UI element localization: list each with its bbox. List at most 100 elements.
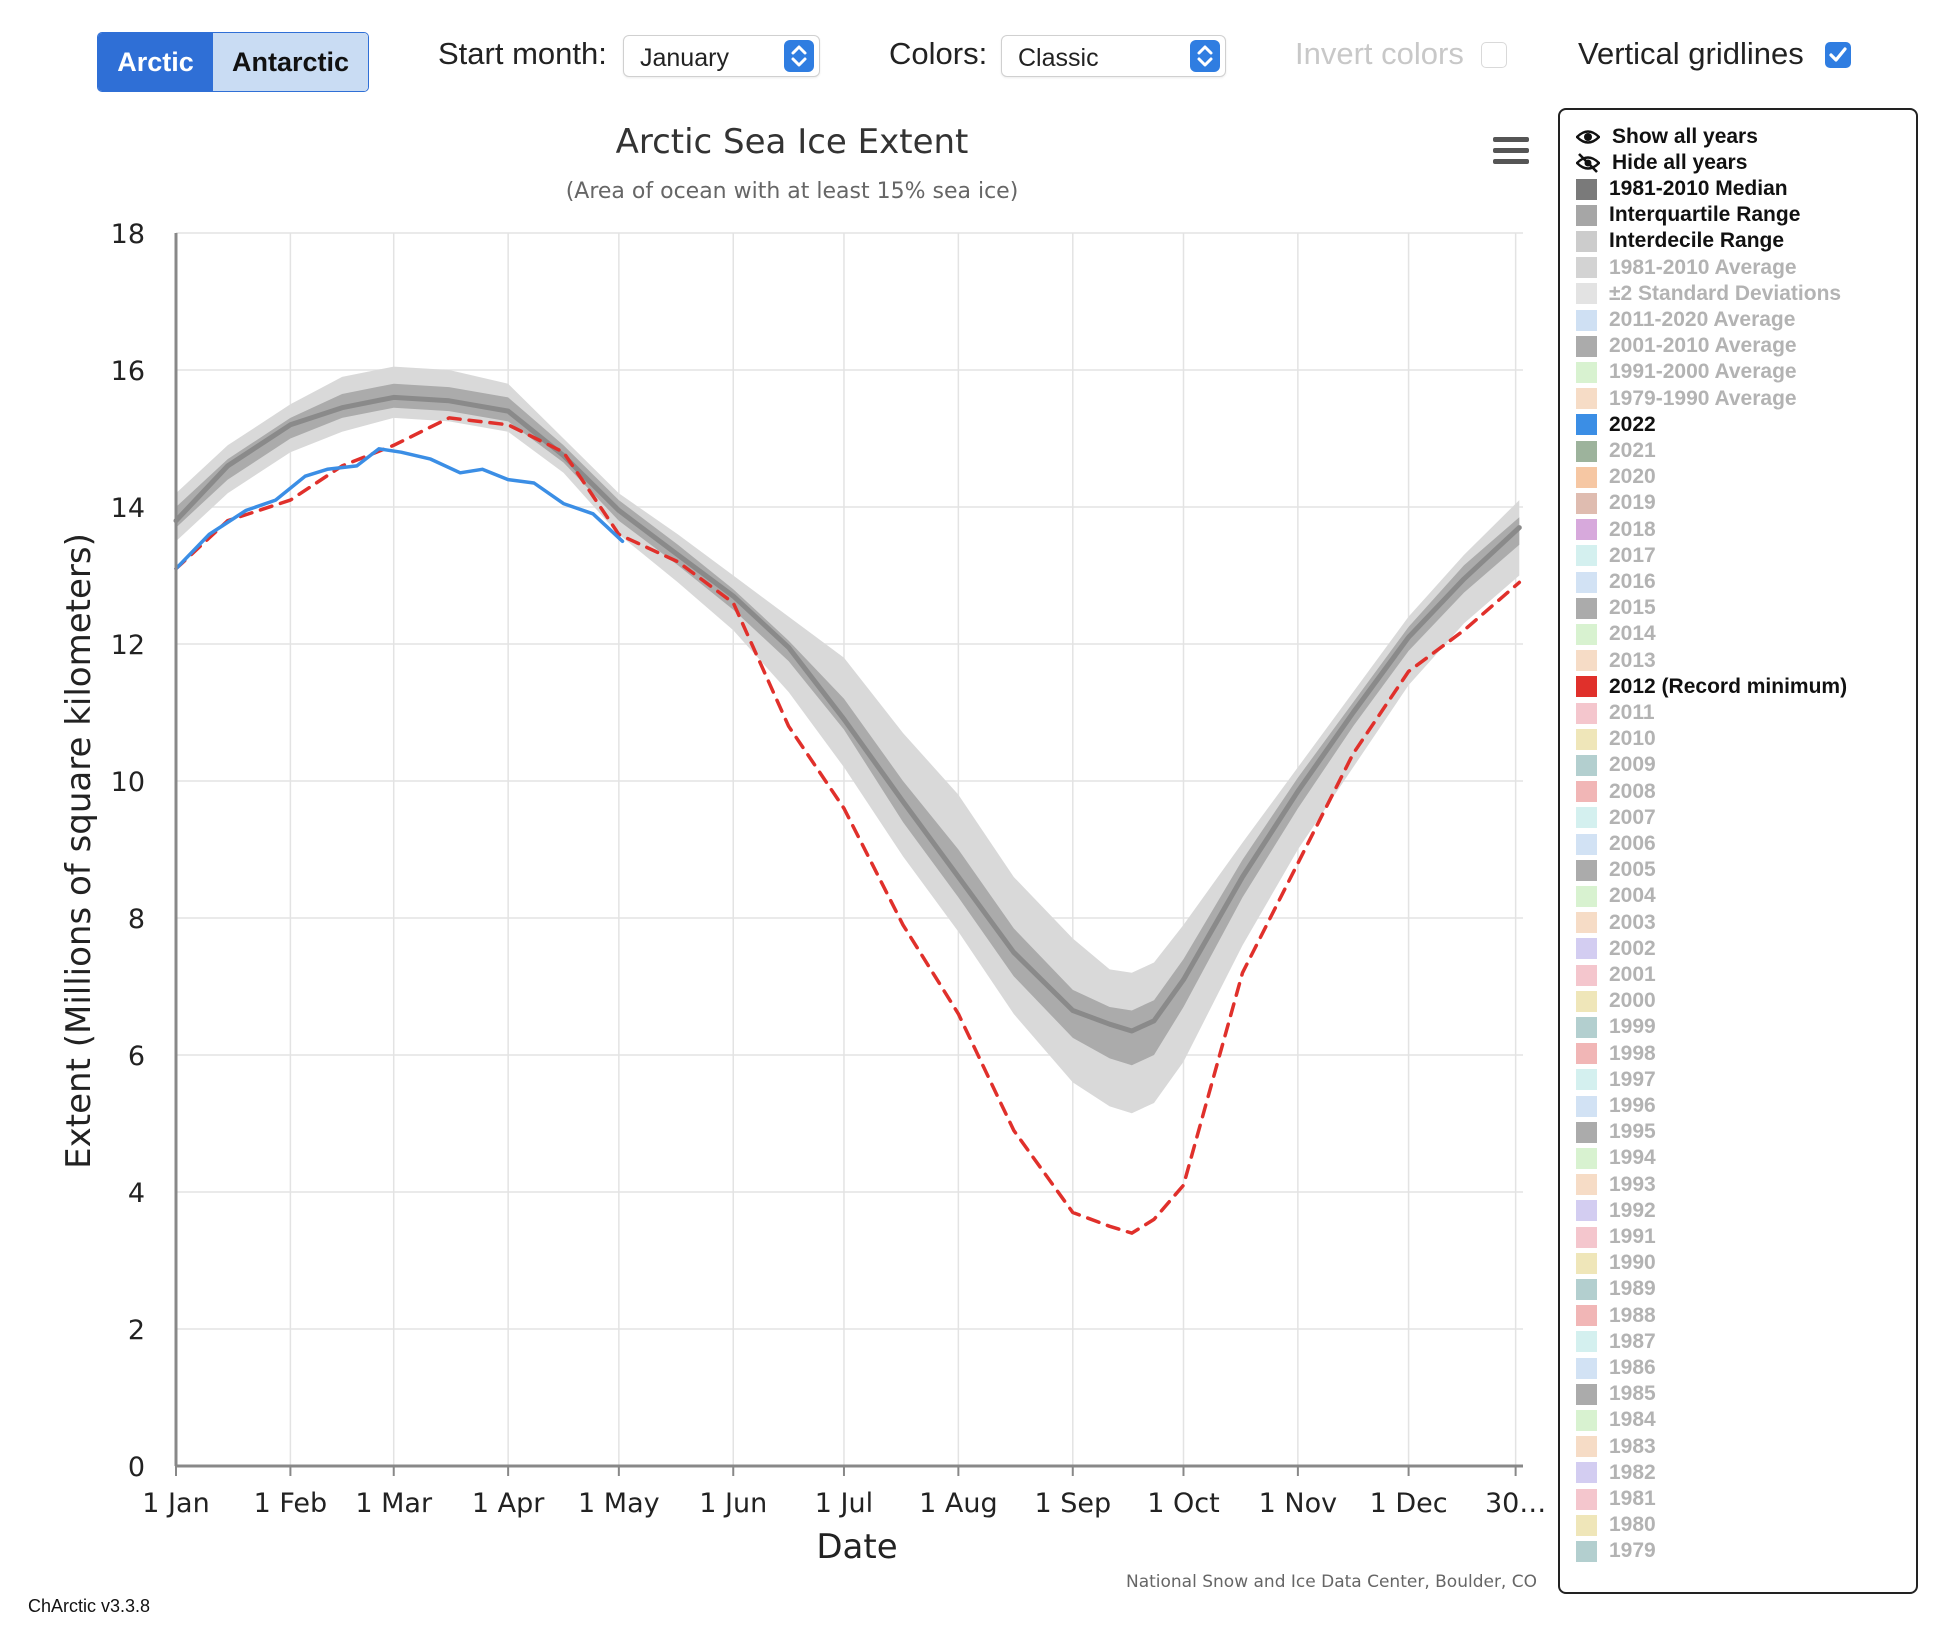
- legend-item[interactable]: 1999: [1576, 1014, 1656, 1040]
- vertical-gridlines-checkbox[interactable]: [1825, 42, 1851, 68]
- legend-item[interactable]: 1991-2000 Average: [1576, 359, 1797, 385]
- legend-label: Interdecile Range: [1609, 229, 1785, 253]
- start-month-value: January: [640, 44, 729, 72]
- legend-swatch: [1576, 1409, 1597, 1431]
- legend-item[interactable]: 2001: [1576, 962, 1656, 988]
- sea-ice-chart: Arctic Sea Ice Extent (Area of ocean wit…: [59, 122, 1546, 1592]
- legend-swatch: [1576, 885, 1597, 907]
- legend-swatch: [1576, 283, 1597, 305]
- legend-label: 1985: [1609, 1382, 1656, 1406]
- legend-item[interactable]: 1993: [1576, 1172, 1656, 1198]
- legend-swatch: [1576, 571, 1597, 593]
- legend-item[interactable]: 1981: [1576, 1486, 1656, 1512]
- legend-item[interactable]: Interdecile Range: [1576, 228, 1784, 254]
- legend-swatch: [1576, 204, 1597, 226]
- legend-item[interactable]: 2016: [1576, 569, 1656, 595]
- legend-item[interactable]: 2011: [1576, 700, 1655, 726]
- legend-item[interactable]: 1982: [1576, 1460, 1656, 1486]
- legend-item[interactable]: 1996: [1576, 1093, 1656, 1119]
- legend-item[interactable]: Interquartile Range: [1576, 202, 1800, 228]
- legend-item[interactable]: 2001-2010 Average: [1576, 333, 1797, 359]
- legend-swatch: [1576, 1043, 1597, 1065]
- legend-item[interactable]: 2019: [1576, 490, 1656, 516]
- legend-item[interactable]: 1988: [1576, 1303, 1656, 1329]
- legend-label: 1990: [1609, 1251, 1656, 1275]
- legend-label: 2001-2010 Average: [1609, 334, 1797, 358]
- legend-swatch: [1576, 833, 1597, 855]
- legend-swatch: [1576, 1200, 1597, 1222]
- legend-label: 2000: [1609, 989, 1656, 1013]
- legend-item[interactable]: 2021: [1576, 438, 1656, 464]
- legend-swatch: [1576, 912, 1597, 934]
- legend-item[interactable]: 2009: [1576, 752, 1656, 778]
- legend-label: 2008: [1609, 779, 1656, 803]
- y-tick-label: 14: [111, 493, 145, 524]
- legend-item[interactable]: 2022: [1576, 412, 1656, 438]
- legend-item[interactable]: 1979: [1576, 1538, 1656, 1564]
- colors-label: Colors:: [889, 36, 988, 71]
- colors-select[interactable]: Classic: [1001, 35, 1226, 77]
- legend-item[interactable]: 2003: [1576, 910, 1656, 936]
- legend-item[interactable]: 1995: [1576, 1119, 1656, 1145]
- legend-item[interactable]: 2012 (Record minimum): [1576, 674, 1847, 700]
- legend-item[interactable]: 2005: [1576, 857, 1656, 883]
- x-tick-label: 1 Jul: [815, 1488, 873, 1519]
- chart-title: Arctic Sea Ice Extent: [616, 122, 969, 162]
- chart-menu-icon[interactable]: [1493, 137, 1529, 165]
- arctic-tab[interactable]: Arctic: [98, 33, 213, 91]
- legend-item[interactable]: 1989: [1576, 1276, 1656, 1302]
- legend-item[interactable]: 1994: [1576, 1145, 1656, 1171]
- legend-item[interactable]: 1987: [1576, 1329, 1656, 1355]
- legend-item[interactable]: 2011-2020 Average: [1576, 307, 1795, 333]
- legend-label: 1993: [1609, 1172, 1656, 1196]
- legend-item[interactable]: 2010: [1576, 726, 1656, 752]
- legend-item[interactable]: 2004: [1576, 883, 1656, 909]
- legend-item[interactable]: 2013: [1576, 648, 1656, 674]
- legend-item[interactable]: 1979-1990 Average: [1576, 386, 1797, 412]
- legend-item[interactable]: 1981-2010 Median: [1576, 176, 1788, 202]
- legend-item[interactable]: 2007: [1576, 805, 1656, 831]
- legend-label: 1983: [1609, 1434, 1656, 1458]
- y-tick-label: 2: [128, 1315, 145, 1346]
- legend-swatch: [1576, 257, 1597, 279]
- series-2012-record-minimum-line: [174, 416, 1522, 1235]
- legend-label: 1981-2010 Median: [1609, 177, 1788, 200]
- legend-item[interactable]: 1997: [1576, 1067, 1656, 1093]
- legend-item[interactable]: 1991: [1576, 1224, 1656, 1250]
- legend-item[interactable]: 2018: [1576, 517, 1656, 543]
- legend-item[interactable]: 1981-2010 Average: [1576, 255, 1797, 281]
- legend-item[interactable]: 2017: [1576, 543, 1656, 569]
- legend-item[interactable]: 2014: [1576, 621, 1656, 647]
- legend-item[interactable]: 1986: [1576, 1355, 1656, 1381]
- legend-label: 1992: [1609, 1198, 1656, 1222]
- legend-item[interactable]: 1990: [1576, 1250, 1656, 1276]
- legend-label: 2004: [1609, 884, 1656, 908]
- show-all-years-button[interactable]: Show all years: [1576, 124, 1758, 150]
- legend-label: 2010: [1609, 727, 1656, 751]
- legend-label: 1984: [1609, 1408, 1656, 1432]
- legend-item[interactable]: 2015: [1576, 595, 1656, 621]
- legend-swatch: [1576, 938, 1597, 960]
- legend-item[interactable]: 1998: [1576, 1041, 1656, 1067]
- legend-item[interactable]: 1985: [1576, 1381, 1656, 1407]
- x-tick-label: 1 Apr: [472, 1488, 545, 1519]
- legend-label: 1995: [1609, 1120, 1656, 1144]
- legend-item[interactable]: 2020: [1576, 464, 1656, 490]
- x-tick-label: 1 Sep: [1034, 1488, 1111, 1519]
- legend-item[interactable]: 2008: [1576, 779, 1656, 805]
- legend-item[interactable]: 2002: [1576, 936, 1656, 962]
- antarctic-tab[interactable]: Antarctic: [213, 33, 368, 91]
- legend-item[interactable]: 1984: [1576, 1407, 1656, 1433]
- legend-label: 1987: [1609, 1329, 1656, 1353]
- legend-swatch: [1576, 597, 1597, 619]
- invert-colors-checkbox[interactable]: [1481, 42, 1507, 68]
- legend-item[interactable]: ±2 Standard Deviations: [1576, 281, 1841, 307]
- legend-item[interactable]: 2000: [1576, 988, 1656, 1014]
- legend-item[interactable]: 1983: [1576, 1434, 1656, 1460]
- start-month-select[interactable]: January: [623, 35, 820, 77]
- hide-all-years-button[interactable]: Hide all years: [1576, 150, 1747, 176]
- series-lines: [173, 394, 1522, 1235]
- legend-item[interactable]: 1980: [1576, 1512, 1656, 1538]
- legend-item[interactable]: 2006: [1576, 831, 1656, 857]
- legend-item[interactable]: 1992: [1576, 1198, 1656, 1224]
